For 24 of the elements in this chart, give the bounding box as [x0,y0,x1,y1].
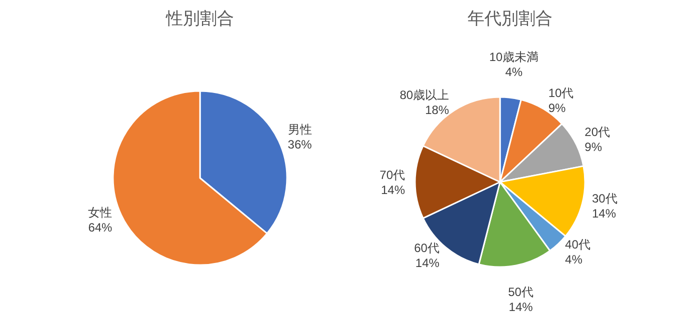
slice-label: 80歳以上 [400,88,450,102]
slice-label: 70代 [380,168,405,182]
slice-label: 60代 [414,241,440,256]
data-label: 4% [565,252,583,266]
chart-title: 年代別割合 [468,9,552,28]
slice-label: 男性 [288,122,312,137]
data-label: 9% [548,101,566,116]
chart-title: 性別割合 [165,9,234,28]
data-label: 14% [415,256,440,270]
data-label: 14% [592,206,616,221]
data-label: 14% [508,300,534,314]
data-label: 4% [505,64,523,79]
data-label: 14% [380,183,406,197]
data-label: 36% [288,138,312,152]
data-label: 18% [425,102,450,117]
data-label: 9% [584,140,602,154]
slice-label: 20代 [584,124,610,139]
slice-label: 40代 [565,237,590,252]
slice-label: 10代 [548,86,574,100]
slice-label: 10歳未満 [489,50,539,64]
slice-label: 50代 [508,285,534,300]
slice-label: 女性 [88,205,112,220]
slice-label: 30代 [592,192,618,206]
data-label: 64% [88,220,113,234]
